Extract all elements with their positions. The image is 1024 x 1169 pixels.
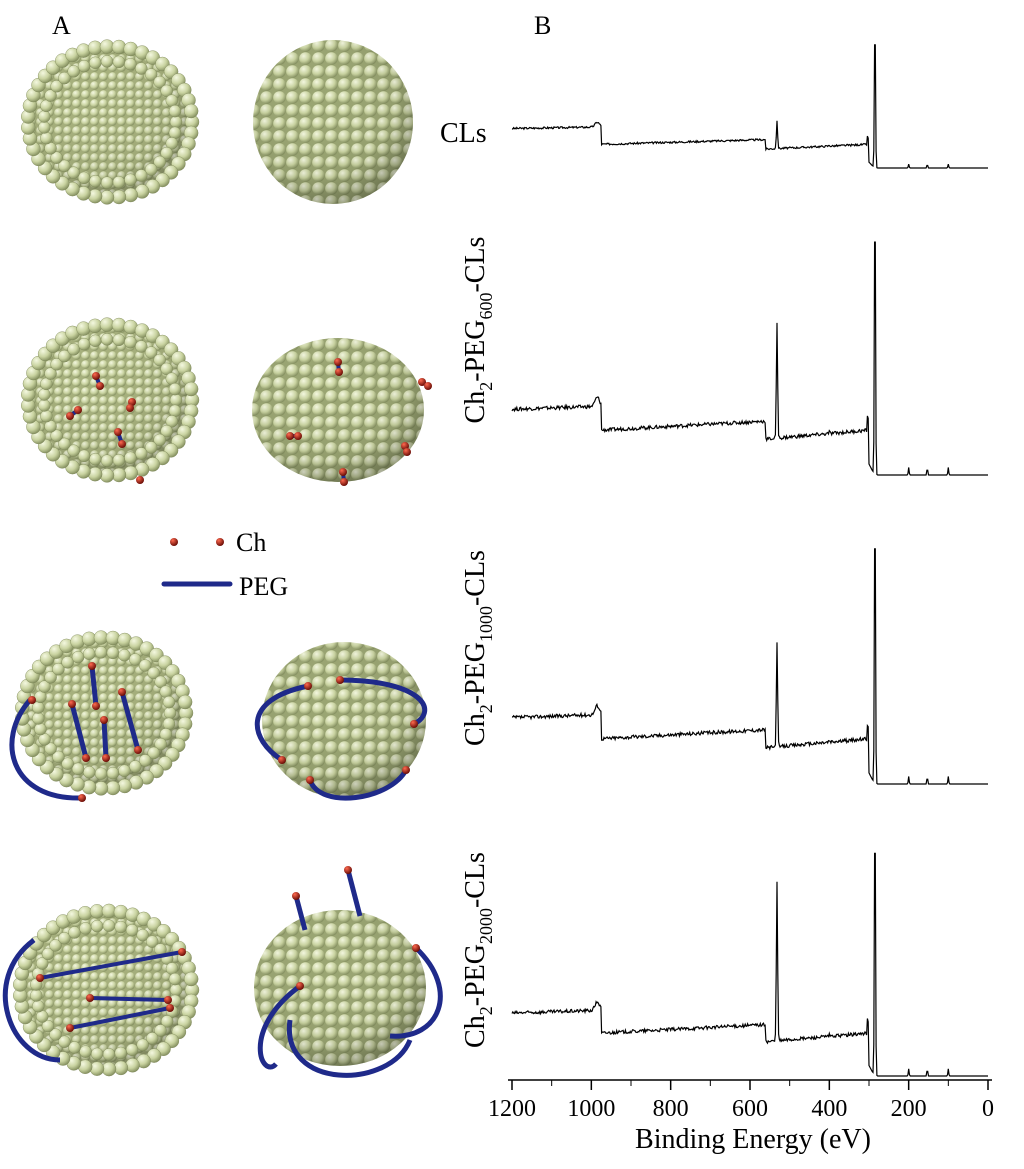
vesicle-peg1000-cutaway xyxy=(9,630,194,802)
series-label-1: CLs xyxy=(440,118,487,149)
vesicle-peg600-exterior xyxy=(252,338,432,486)
x-tick-label: 400 xyxy=(811,1096,847,1122)
vesicle-cls-exterior xyxy=(253,40,413,204)
x-tick-label: 200 xyxy=(891,1096,927,1122)
x-tick-label: 600 xyxy=(732,1096,768,1122)
vesicle-peg600-cutaway xyxy=(21,317,200,484)
vesicle-peg2000-exterior xyxy=(254,866,443,1078)
x-tick-label: 0 xyxy=(982,1096,994,1122)
series-label-4: Ch2-PEG2000-CLs xyxy=(460,852,496,1048)
spectrum-line-1 xyxy=(511,44,988,169)
vesicle-peg1000-exterior xyxy=(254,642,428,801)
spectrum-line-2 xyxy=(511,241,988,476)
x-axis-title: Binding Energy (eV) xyxy=(635,1124,871,1155)
series-label-3: Ch2-PEG1000-CLs xyxy=(460,550,496,746)
legend-ch-icon xyxy=(170,538,224,546)
vesicle-peg2000-cutaway xyxy=(2,903,200,1077)
legend-peg-label: PEG xyxy=(239,572,288,601)
legend: Ch PEG xyxy=(161,528,288,601)
x-tick-label: 1200 xyxy=(488,1096,536,1122)
xps-spectra xyxy=(511,44,988,1077)
series-labels: CLs Ch2-PEG600-CLs Ch2-PEG1000-CLs Ch2-PEG2… xyxy=(440,118,496,1048)
panel-letter-b: B xyxy=(534,11,551,40)
spectrum-line-4 xyxy=(511,852,988,1077)
x-tick-label: 1000 xyxy=(567,1096,615,1122)
series-label-2: Ch2-PEG600-CLs xyxy=(460,237,496,424)
x-axis: 1200 1000 800 600 400 200 0 xyxy=(488,1079,994,1122)
spectrum-line-3 xyxy=(511,548,988,785)
x-tick-label: 800 xyxy=(653,1096,689,1122)
vesicle-cls-cutaway xyxy=(21,39,200,205)
legend-ch-label: Ch xyxy=(236,528,266,557)
panel-letter-a: A xyxy=(52,11,71,40)
vesicle-illustrations xyxy=(2,39,443,1078)
